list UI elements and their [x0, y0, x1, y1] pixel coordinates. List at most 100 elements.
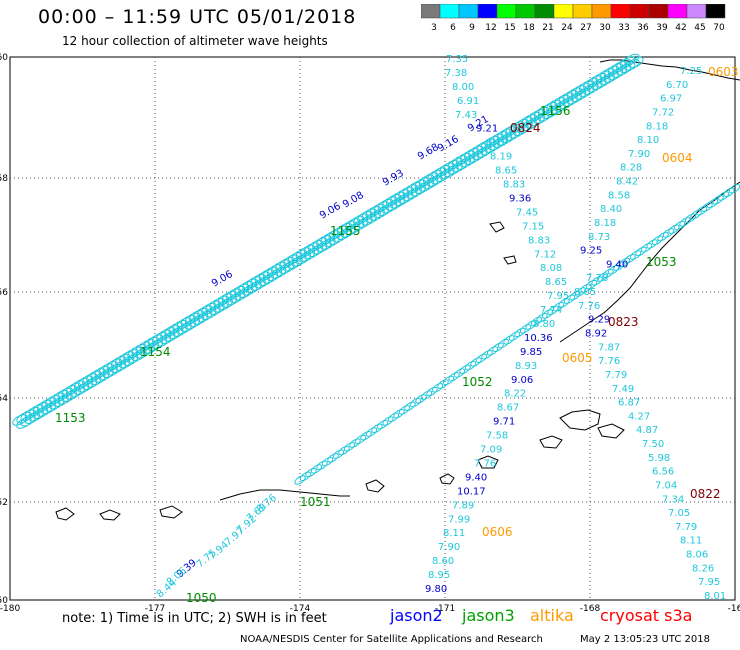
track-sample-mark	[583, 77, 599, 90]
aleutian-island-8	[55, 507, 75, 521]
aleutian-island-4	[439, 473, 455, 485]
track-sample-mark	[596, 272, 609, 282]
track-sample-mark	[547, 305, 559, 316]
track-sample-mark	[624, 254, 636, 264]
track-sample-mark	[455, 152, 472, 165]
track-sample-mark	[595, 70, 611, 83]
aleutian-island-3	[477, 455, 499, 469]
track-sample-mark	[360, 431, 372, 441]
colorbar-label: 45	[694, 23, 705, 33]
colorbar-label: 70	[713, 23, 725, 33]
center-track-value: 7.99	[448, 514, 470, 525]
track-sample-mark	[525, 111, 542, 124]
unimak-island	[559, 409, 601, 431]
track-sample-mark	[69, 380, 86, 392]
alaska-peninsula-south-coast	[559, 181, 740, 343]
track-sample-mark	[628, 56, 644, 69]
track-sample-mark	[406, 181, 422, 194]
highlight-track-value: 9.06	[318, 201, 343, 222]
track-sample-mark	[354, 434, 367, 445]
track-sample-mark	[701, 202, 713, 212]
track-sample-mark	[422, 172, 439, 184]
time-label-1153: 1153	[55, 411, 86, 425]
track-sample-mark	[365, 427, 378, 437]
time-label-1050: 1050	[186, 591, 217, 605]
track-sample-mark	[353, 213, 369, 225]
track-sample-mark	[717, 191, 730, 201]
track-sample-mark	[307, 239, 324, 252]
track-sample-mark	[505, 123, 521, 136]
track-sample-mark	[662, 228, 675, 238]
track-sample-mark	[338, 445, 350, 456]
track-sample-mark	[695, 206, 708, 216]
map-subtitle: 12 hour collection of altimeter wave hei…	[62, 34, 328, 48]
track-sample-mark	[294, 475, 306, 485]
axis-tick-labels: -180 -177 -174 -171 -168 -16 60 58 56 54 52 50	[0, 53, 740, 614]
center-track-value: 6.91	[457, 96, 479, 107]
track-sample-mark	[448, 372, 460, 382]
track-sample-mark	[558, 92, 574, 104]
track-sample-mark	[77, 375, 94, 388]
track-sample-mark	[657, 231, 669, 242]
colorbar-label: 33	[618, 23, 629, 33]
track-sample-mark	[164, 324, 180, 337]
track-sample-mark	[86, 370, 102, 383]
x-tick-label: -168	[580, 604, 601, 614]
track-sample-mark	[552, 301, 565, 312]
track-sample-mark	[603, 65, 620, 78]
track-sample-mark	[197, 305, 213, 317]
center-track-value: 9.36	[509, 193, 531, 204]
track-sample-mark	[102, 360, 119, 373]
track-sample-mark	[373, 201, 390, 213]
track-sample-mark	[114, 353, 131, 366]
track-sample-mark	[519, 324, 532, 334]
colorbar-label: 3	[431, 23, 437, 33]
center-track-value: 8.08	[540, 263, 562, 274]
track-sample-mark	[409, 397, 422, 408]
center-track-value: 7.09	[480, 445, 502, 456]
center-track-value: 8.93	[515, 361, 537, 372]
right-track-value: 5.98	[648, 453, 670, 464]
track-sample-mark	[492, 342, 504, 352]
center-track-value: 8.60	[432, 556, 454, 567]
track-sample-mark	[106, 358, 123, 371]
track-sample-mark	[291, 249, 307, 262]
track-sample-mark	[234, 283, 250, 296]
center-track-value: 7.12	[534, 249, 556, 260]
map-frame	[9, 56, 736, 601]
track-sample-mark	[250, 273, 266, 286]
right-track-value: 7.78	[586, 273, 608, 284]
track-sample-mark	[390, 191, 406, 204]
right-track-value: 7.76	[598, 356, 620, 367]
track-sample-mark	[475, 353, 488, 364]
track-sample-mark	[90, 368, 106, 380]
track-sample-mark	[349, 215, 365, 228]
y-tick-label: 58	[0, 174, 8, 184]
right-track-value: 8.40	[600, 204, 622, 215]
alaska-peninsula-coast	[599, 59, 740, 81]
track-sample-mark	[476, 140, 492, 153]
right-track-value: 8.01	[704, 591, 726, 602]
track-sample-mark	[279, 256, 295, 269]
colorbar-label: 6	[450, 23, 456, 33]
colorbar-label: 27	[580, 23, 591, 33]
track-sample-mark	[503, 335, 515, 345]
x-tick-label: -16	[728, 604, 740, 614]
track-sample-mark	[213, 295, 229, 308]
time-label-0605: 0605	[562, 351, 593, 365]
track-sample-mark	[574, 82, 591, 95]
time-label-0823: 0823	[608, 315, 639, 329]
y-tick-label: 54	[0, 394, 8, 404]
track-sample-mark	[486, 346, 499, 356]
track-sample-mark	[613, 261, 625, 271]
right-track-value: 8.18	[646, 121, 668, 132]
track-sample-mark	[624, 53, 640, 66]
right-track-value: 7.34	[662, 494, 684, 505]
track-sample-mark	[497, 338, 510, 349]
track-sample-mark	[299, 244, 316, 257]
track-sample-mark	[381, 196, 398, 208]
track-sample-mark	[151, 331, 168, 344]
track-sample-mark	[574, 287, 587, 297]
track-sample-mark	[706, 198, 719, 209]
track-sample-mark	[201, 302, 217, 315]
